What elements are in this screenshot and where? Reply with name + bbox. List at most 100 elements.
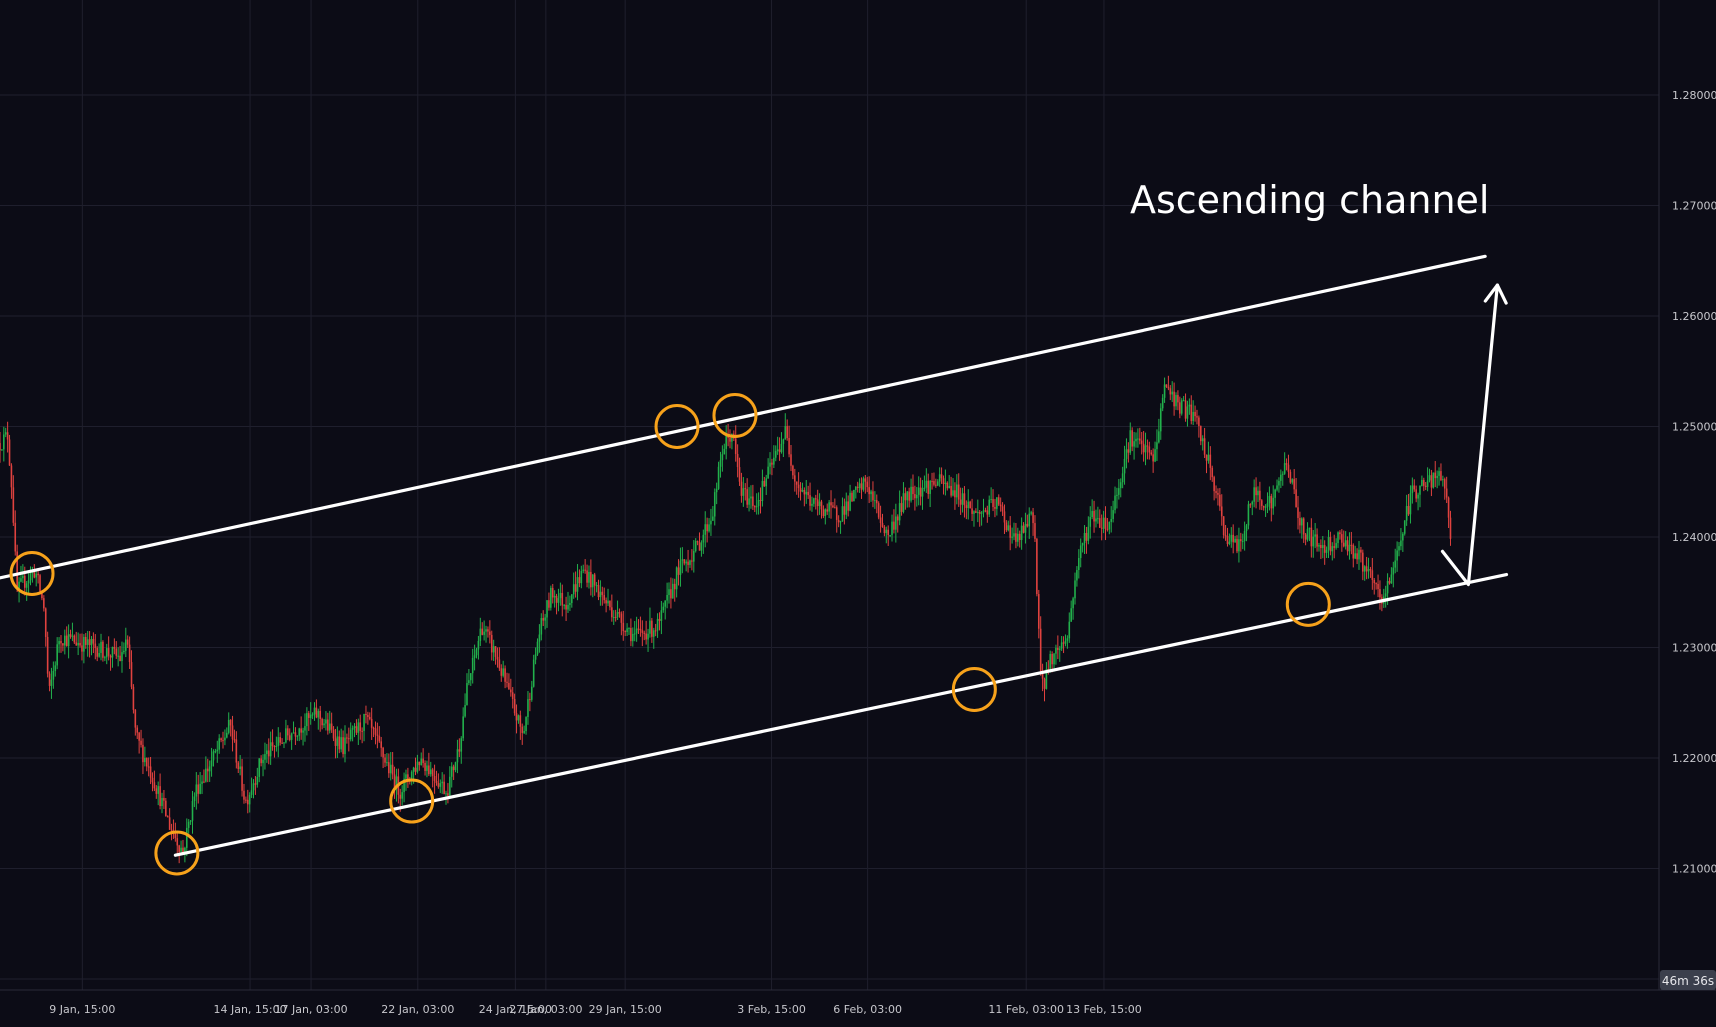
candle-body — [1116, 494, 1118, 496]
candle-body — [391, 764, 394, 775]
candle-body — [1407, 505, 1410, 515]
candle-body — [628, 628, 630, 630]
candle-body — [1243, 530, 1246, 542]
time-tick-label: 24 Jan, 15:00 — [479, 1003, 552, 1016]
candle-body — [1169, 388, 1172, 395]
candle-body — [1304, 534, 1307, 540]
candle-body — [1301, 518, 1303, 526]
time-tick-label: 17 Jan, 03:00 — [274, 1003, 347, 1016]
candle-body — [1241, 541, 1244, 543]
candle-body — [62, 643, 64, 646]
candle-body — [452, 766, 455, 771]
candle-body — [407, 774, 409, 781]
candle-body — [1358, 549, 1360, 560]
candle-body — [1299, 517, 1301, 526]
candle-body — [641, 630, 644, 633]
candle-body — [1363, 566, 1366, 572]
candle-body — [1131, 430, 1133, 447]
candle-body — [327, 719, 329, 731]
candle-body — [338, 736, 341, 750]
candle-body — [860, 483, 863, 490]
candle-body — [912, 486, 914, 495]
candle-body — [1032, 512, 1034, 524]
candle-body — [612, 617, 615, 619]
candle-body — [111, 646, 114, 658]
candle-body — [210, 760, 213, 767]
candle-body — [691, 560, 693, 562]
candle-body — [69, 634, 72, 637]
candle-body — [757, 500, 760, 507]
candle-body — [660, 610, 663, 621]
candle-body — [109, 655, 112, 658]
countdown-badge: 46m 36s — [1660, 970, 1716, 990]
candle-body — [1321, 545, 1324, 549]
candle-body — [128, 644, 131, 663]
time-tick-label: 11 Feb, 03:00 — [988, 1003, 1064, 1016]
candle-body — [1043, 678, 1046, 689]
candle-body — [189, 820, 192, 822]
candle-body — [86, 639, 89, 645]
candle-body — [1089, 517, 1092, 527]
candle-body — [698, 542, 701, 551]
candle-body — [759, 500, 762, 502]
candle-body — [264, 754, 266, 760]
candle-body — [1037, 594, 1040, 629]
candle-body — [205, 768, 207, 782]
candle-body — [180, 847, 182, 852]
candle-body — [540, 618, 543, 635]
candle-body — [551, 587, 554, 598]
candle-body — [788, 437, 790, 455]
candle-body — [490, 634, 493, 653]
candle-body — [1293, 479, 1295, 490]
candle-body — [1367, 569, 1370, 572]
candle-body — [222, 740, 224, 742]
candle-body — [712, 516, 714, 521]
candle-body — [597, 585, 600, 598]
candle-body — [1266, 503, 1269, 507]
candle-body — [1386, 581, 1389, 594]
candle-body — [1158, 431, 1160, 443]
candle-body — [980, 512, 983, 514]
candle-body — [483, 631, 485, 635]
candle-body — [675, 567, 678, 590]
candle-body — [227, 719, 230, 733]
candle-body — [976, 511, 979, 513]
pivot-circle — [712, 392, 758, 438]
candle-body — [1422, 479, 1425, 486]
candle-body — [389, 764, 392, 774]
candle-body — [0, 443, 1, 451]
candle-body — [574, 584, 577, 592]
candle-body — [763, 480, 766, 487]
candle-body — [948, 485, 950, 489]
candle-body — [1203, 438, 1206, 455]
candle-body — [462, 716, 464, 739]
candle-body — [511, 692, 514, 699]
candle-body — [4, 432, 7, 435]
candle-body — [239, 766, 241, 770]
time-tick-label: 9 Jan, 15:00 — [49, 1003, 115, 1016]
candle-body — [1415, 489, 1417, 499]
candle-body — [853, 489, 855, 502]
candle-body — [546, 600, 548, 618]
candle-body — [498, 659, 501, 669]
candle-body — [988, 499, 991, 515]
candle-body — [870, 491, 872, 495]
candle-body — [363, 713, 365, 732]
candle-body — [1182, 400, 1185, 402]
candle-body — [1283, 463, 1286, 474]
candle-body — [580, 570, 583, 584]
candle-body — [266, 750, 268, 755]
time-tick-label: 13 Feb, 15:00 — [1066, 1003, 1142, 1016]
candle-body — [477, 640, 480, 650]
candle-body — [336, 736, 339, 746]
candle-body — [88, 639, 91, 646]
candle-body — [1177, 395, 1179, 403]
candle-body — [1447, 497, 1450, 518]
candle-body — [868, 487, 870, 495]
candle-body — [1070, 608, 1072, 622]
candle-body — [1034, 523, 1036, 539]
candle-body — [1285, 463, 1288, 465]
candle-body — [1095, 518, 1097, 522]
